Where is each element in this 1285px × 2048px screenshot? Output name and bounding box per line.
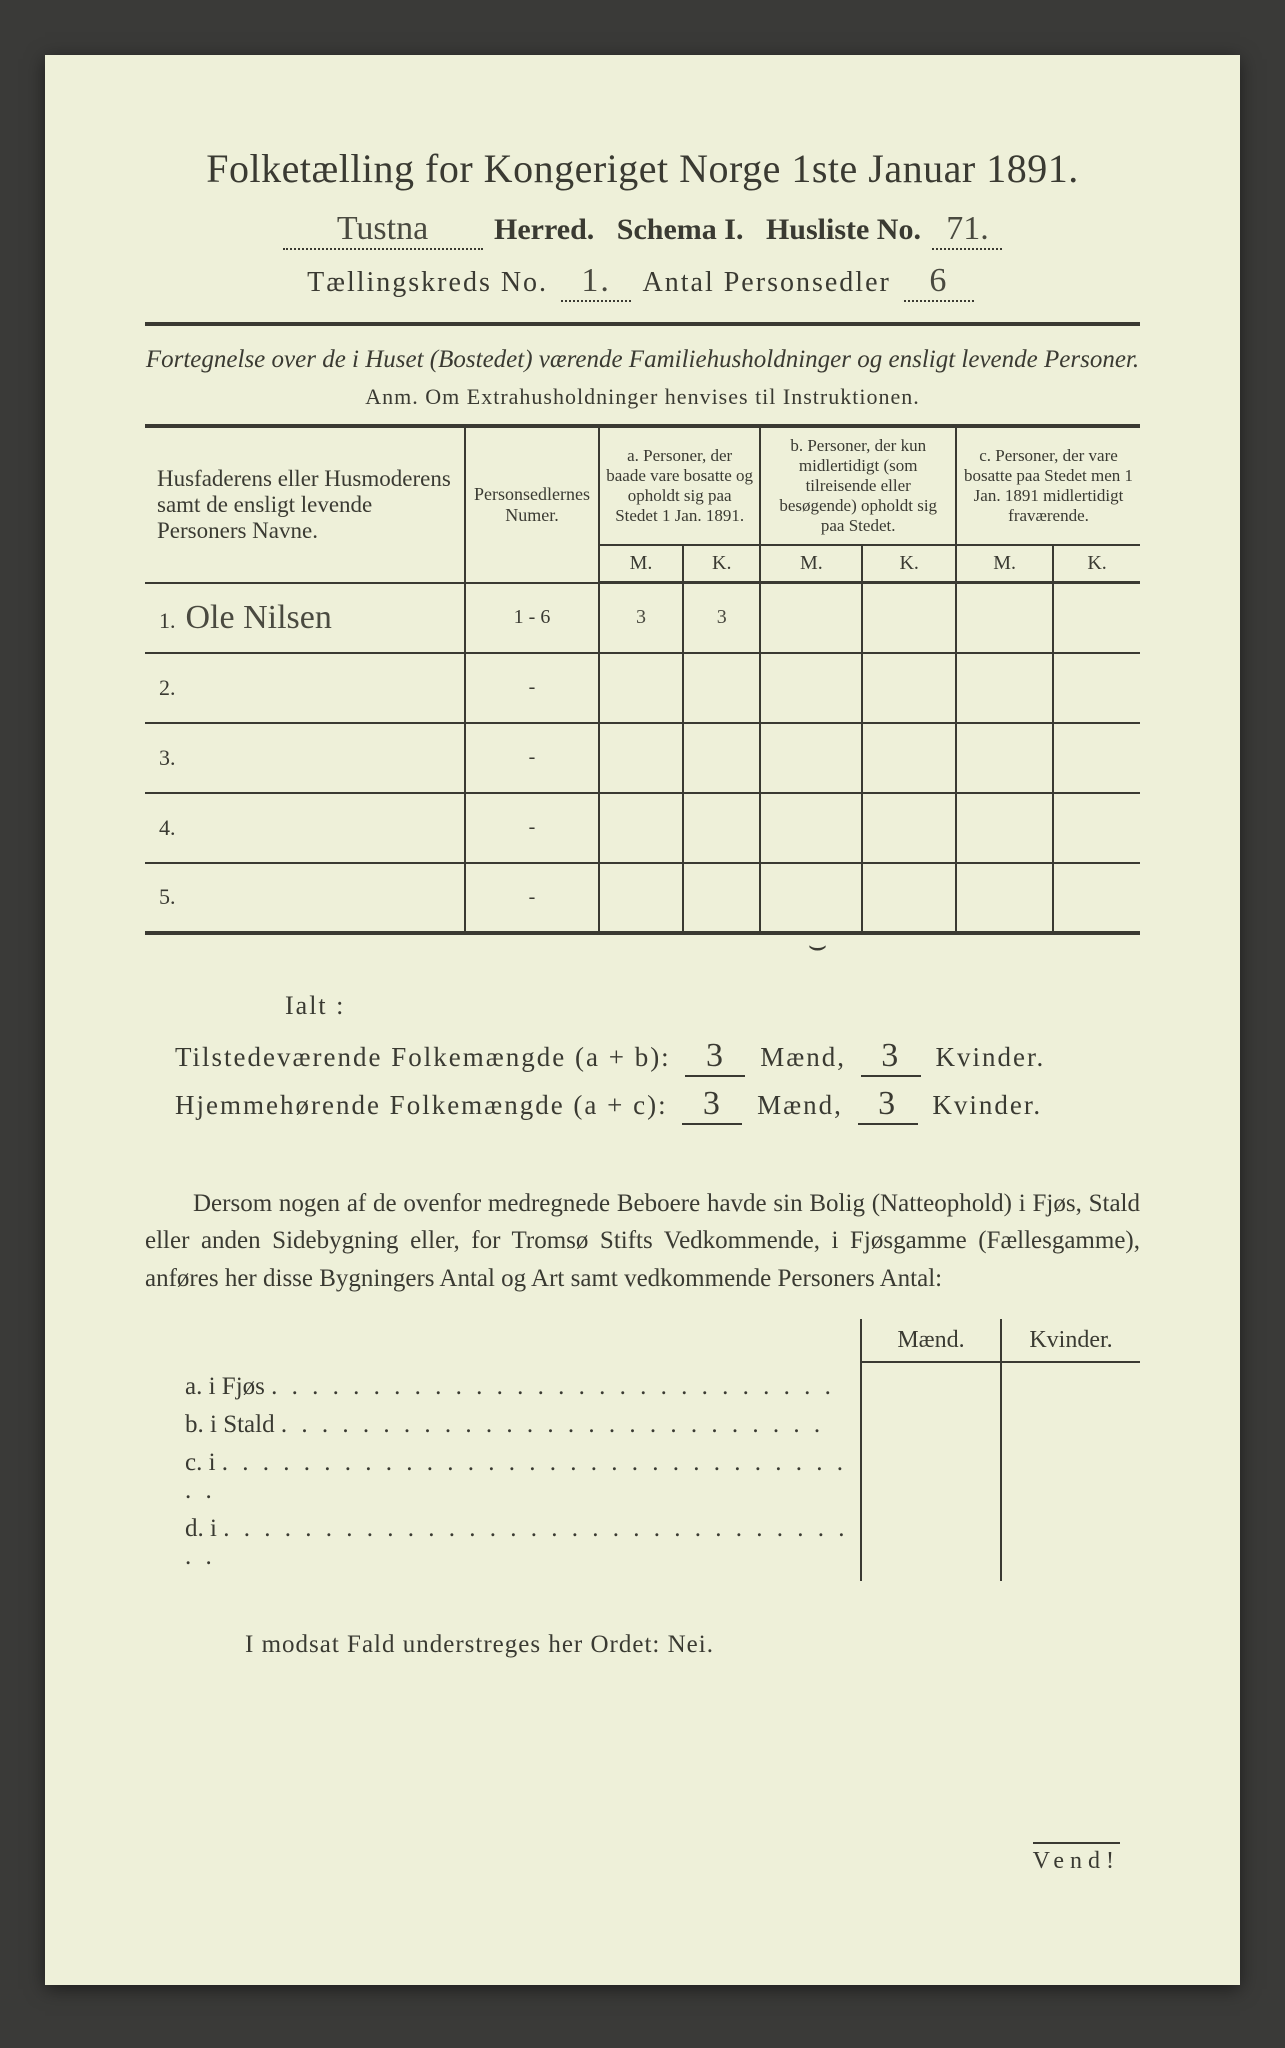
sub-row-c: c. i . . . . . . . . . . . . . . . . . .… bbox=[185, 1449, 860, 1505]
sub-col-k: Kvinder. bbox=[1002, 1319, 1140, 1581]
col-b-header: b. Personer, der kun midlertidigt (som t… bbox=[760, 426, 956, 545]
ialt-label: Ialt : bbox=[285, 991, 1140, 1021]
tick-mark: ⌣ bbox=[495, 929, 1140, 963]
sum1-klab: Kvinder. bbox=[935, 1042, 1045, 1072]
sum2-k: 3 bbox=[858, 1085, 918, 1125]
mk-ak: K. bbox=[683, 545, 760, 583]
header-line-3: Tællingskreds No. 1. Antal Personsedler … bbox=[145, 262, 1140, 302]
ps-cell: 1 - 6 bbox=[465, 583, 599, 653]
husliste-value: 71. bbox=[932, 210, 1002, 250]
census-form-page: Folketælling for Kongeriget Norge 1ste J… bbox=[45, 55, 1240, 1985]
table-row: 2. - bbox=[145, 653, 1140, 723]
ak-cell: 3 bbox=[683, 583, 760, 653]
sum1-m: 3 bbox=[685, 1037, 745, 1077]
col-a-header: a. Personer, der baade vare bosatte og o… bbox=[599, 426, 760, 545]
sub-row-a: a. i Fjøs . . . . . . . . . . . . . . . … bbox=[185, 1373, 860, 1401]
mk-cm: M. bbox=[956, 545, 1053, 583]
sub-right: Mænd. Kvinder. bbox=[860, 1319, 1140, 1581]
sub-left: a. i Fjøs . . . . . . . . . . . . . . . … bbox=[145, 1319, 860, 1581]
table-row: 1. Ole Nilsen 1 - 6 3 3 bbox=[145, 583, 1140, 653]
vend-label: Vend! bbox=[1033, 1842, 1120, 1875]
sum2-m: 3 bbox=[682, 1085, 742, 1125]
row-num: 4. bbox=[159, 815, 176, 840]
table-row: 4. - bbox=[145, 793, 1140, 863]
kreds-label: Tællingskreds No. bbox=[307, 267, 548, 298]
col-name-header: Husfaderens eller Husmoderens samt de en… bbox=[145, 426, 465, 583]
col-ps-header: Personsedlernes Numer. bbox=[465, 426, 599, 583]
sub-b-label: b. i Stald bbox=[185, 1411, 275, 1438]
sub-row-d: d. i . . . . . . . . . . . . . . . . . .… bbox=[185, 1515, 860, 1571]
rule-1 bbox=[145, 322, 1140, 326]
ps-cell: - bbox=[465, 793, 599, 863]
sum1-k: 3 bbox=[861, 1037, 921, 1077]
household-table: Husfaderens eller Husmoderens samt de en… bbox=[145, 424, 1140, 935]
ps-cell: - bbox=[465, 653, 599, 723]
sum2-label: Hjemmehørende Folkemængde (a + c): bbox=[175, 1090, 668, 1120]
am-cell: 3 bbox=[599, 583, 683, 653]
anm-note: Anm. Om Extrahusholdninger henvises til … bbox=[145, 384, 1140, 410]
sum-line-2: Hjemmehørende Folkemængde (a + c): 3 Mæn… bbox=[175, 1085, 1140, 1125]
mk-bk: K. bbox=[862, 545, 956, 583]
table-row: 5. - bbox=[145, 863, 1140, 933]
sum1-mlab: Mænd, bbox=[760, 1042, 846, 1072]
antal-value: 6 bbox=[904, 262, 974, 302]
bm-cell bbox=[760, 583, 862, 653]
herred-label: Herred. bbox=[494, 213, 594, 246]
table-row: 3. - bbox=[145, 723, 1140, 793]
cm-cell bbox=[956, 583, 1053, 653]
row-num: 5. bbox=[159, 884, 176, 909]
mk-am: M. bbox=[599, 545, 683, 583]
row-num: 1. bbox=[159, 608, 176, 633]
sub-d-label: d. i bbox=[185, 1515, 217, 1542]
herred-value: Tustna bbox=[283, 210, 483, 250]
schema-label: Schema I. bbox=[617, 213, 744, 246]
name-value: Ole Nilsen bbox=[186, 599, 332, 636]
mk-bm: M. bbox=[760, 545, 862, 583]
header-line-2: Tustna Herred. Schema I. Husliste No. 71… bbox=[145, 210, 1140, 250]
sub-c-label: c. i bbox=[185, 1449, 216, 1476]
sub-a-label: a. i Fjøs bbox=[185, 1373, 265, 1400]
ck-cell bbox=[1053, 583, 1140, 653]
sum1-label: Tilstedeværende Folkemængde (a + b): bbox=[175, 1042, 671, 1072]
sum2-klab: Kvinder. bbox=[932, 1090, 1042, 1120]
bk-cell bbox=[862, 583, 956, 653]
col-c-header: c. Personer, der vare bosatte paa Stedet… bbox=[956, 426, 1140, 545]
sub-m-hdr: Mænd. bbox=[862, 1319, 1000, 1363]
nei-line: I modsat Fald understreges her Ordet: Ne… bbox=[245, 1631, 1140, 1659]
kreds-value: 1. bbox=[561, 262, 631, 302]
mk-ck: K. bbox=[1053, 545, 1140, 583]
sub-col-m: Mænd. bbox=[862, 1319, 1002, 1581]
antal-label: Antal Personsedler bbox=[643, 267, 891, 298]
sum-line-1: Tilstedeværende Folkemængde (a + b): 3 M… bbox=[175, 1037, 1140, 1077]
subtitle: Fortegnelse over de i Huset (Bostedet) v… bbox=[145, 346, 1140, 374]
row-num: 2. bbox=[159, 675, 176, 700]
husliste-label: Husliste No. bbox=[766, 213, 921, 246]
sub-table: a. i Fjøs . . . . . . . . . . . . . . . … bbox=[145, 1319, 1140, 1581]
sum2-mlab: Mænd, bbox=[757, 1090, 843, 1120]
ps-cell: - bbox=[465, 863, 599, 933]
sub-row-b: b. i Stald . . . . . . . . . . . . . . .… bbox=[185, 1411, 860, 1439]
page-title: Folketælling for Kongeriget Norge 1ste J… bbox=[145, 145, 1140, 192]
row-num: 3. bbox=[159, 745, 176, 770]
ps-cell: - bbox=[465, 723, 599, 793]
sub-k-hdr: Kvinder. bbox=[1002, 1319, 1140, 1363]
paragraph: Dersom nogen af de ovenfor medregnede Be… bbox=[145, 1185, 1140, 1298]
